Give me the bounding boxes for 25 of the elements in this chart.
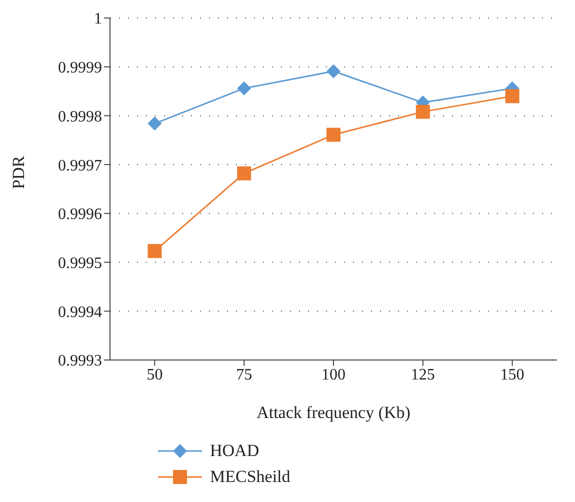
y-tick-label: 0.9998 [58, 108, 102, 126]
x-tick-label: 150 [500, 366, 524, 384]
x-tick-label: 75 [236, 366, 252, 384]
point [237, 81, 252, 96]
x-tick-label: 125 [410, 366, 435, 384]
x-axis-title: Attack frequency (Kb) [256, 403, 410, 422]
point [326, 128, 340, 142]
point [505, 89, 520, 104]
point [416, 104, 430, 119]
x-tick-label: 100 [322, 366, 346, 384]
point [148, 244, 162, 258]
point [326, 64, 340, 78]
point [237, 166, 252, 180]
y-axis-title: PDR [9, 155, 28, 189]
y-tick-label: 0.9993 [58, 352, 102, 370]
x-tick-label: 50 [146, 366, 163, 384]
y-tick-label: 0.9995 [58, 254, 102, 272]
legend-label: MECSheild [210, 467, 290, 487]
legend-label: HOAD [210, 441, 260, 461]
y-tick-label: 0.9994 [58, 304, 102, 321]
y-tick-label: 0.9999 [58, 60, 102, 77]
y-tick-label: 1 [94, 10, 102, 28]
y-tick-label: 0.9996 [58, 206, 102, 224]
y-tick-label: 0.9997 [58, 157, 102, 174]
point [148, 116, 162, 131]
